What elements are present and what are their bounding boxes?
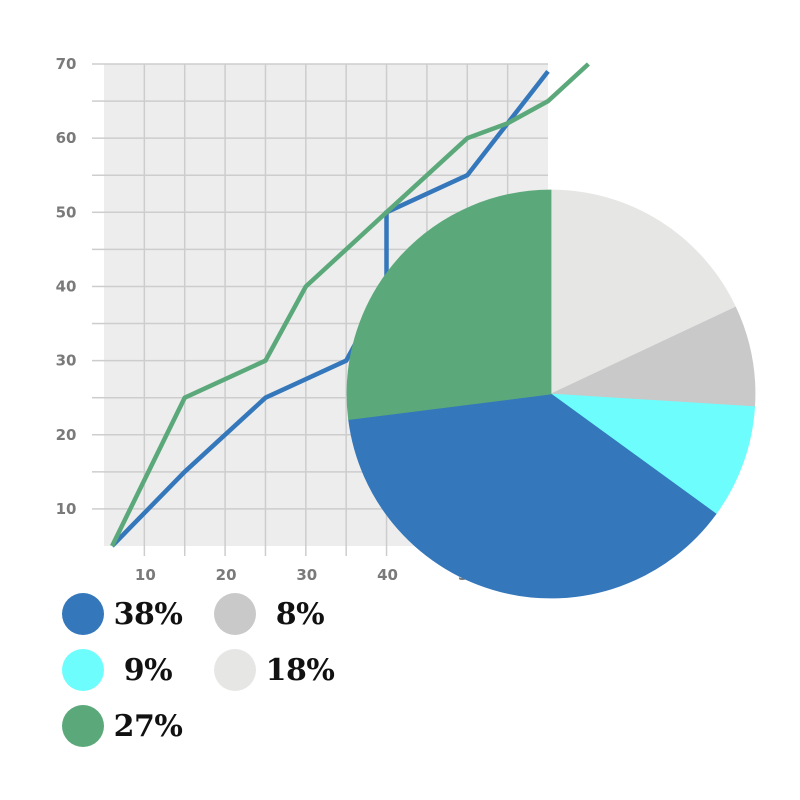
legend-label-1: 38% <box>113 596 183 632</box>
legend-item-2: 8% <box>214 592 336 636</box>
x-tick-label: 30 <box>296 566 317 584</box>
legend-label-4: 18% <box>265 652 335 688</box>
y-tick-label: 20 <box>56 426 77 444</box>
legend-label-2: 8% <box>275 596 325 632</box>
legend-swatch-5 <box>62 705 104 747</box>
pie-slice-3 <box>549 393 756 515</box>
x-tick-label: 40 <box>377 566 398 584</box>
legend-item-4: 18% <box>214 648 336 692</box>
pie-chart <box>346 189 756 599</box>
legend-item-3: 9% <box>62 648 184 692</box>
x-tick-label: 20 <box>216 566 237 584</box>
y-tick-label: 70 <box>56 55 77 73</box>
y-tick-label: 60 <box>56 129 77 147</box>
pie-slice-2 <box>550 306 756 408</box>
legend-swatch-4 <box>214 649 256 691</box>
pie-slice-1 <box>550 189 737 395</box>
y-tick-label: 50 <box>56 203 77 221</box>
y-tick-label: 40 <box>56 277 77 295</box>
y-tick-label: 10 <box>56 500 77 518</box>
series-line-green <box>110 62 590 547</box>
pie-slice-4 <box>348 393 717 599</box>
pie-slice-5 <box>346 189 552 421</box>
y-tick-label: 30 <box>56 352 77 370</box>
legend-swatch-2 <box>214 593 256 635</box>
legend-label-3: 9% <box>123 652 173 688</box>
legend-item-1: 38% <box>62 592 184 636</box>
legend-swatch-1 <box>62 593 104 635</box>
legend-item-5: 27% <box>62 704 184 748</box>
legend-swatch-3 <box>62 649 104 691</box>
legend: 38% 8% 9% 18% 27% <box>62 592 382 762</box>
x-tick-label: 10 <box>135 566 156 584</box>
legend-label-5: 27% <box>113 708 183 744</box>
